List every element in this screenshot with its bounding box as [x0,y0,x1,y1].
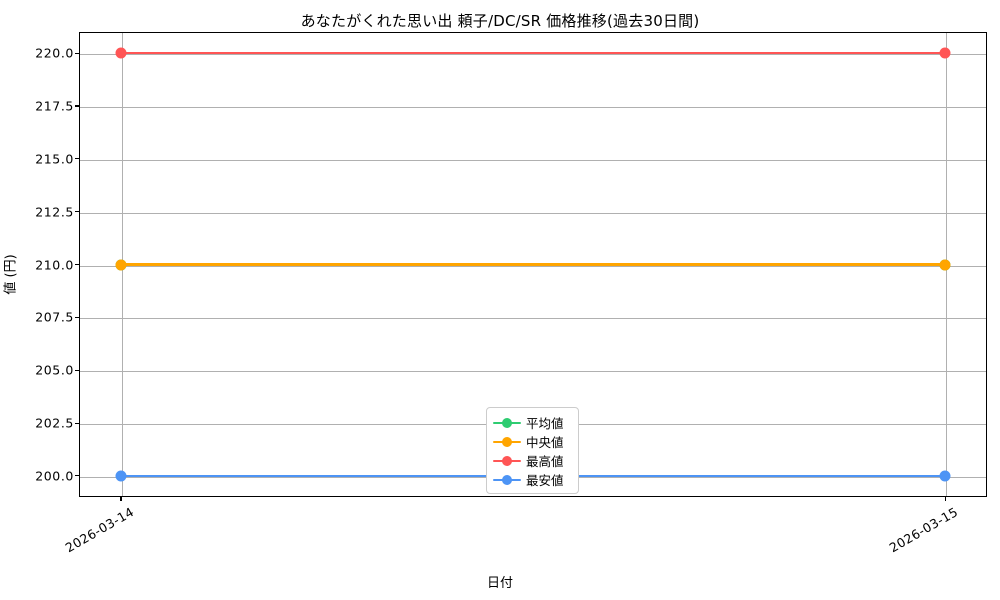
y-tick-label: 210.0 [35,257,74,272]
y-tick-label: 220.0 [35,45,74,61]
legend-item[interactable]: 最安値 [492,470,572,489]
legend-item-label: 最安値 [526,473,564,488]
chart-legend: 平均値中央値最高値最安値 [486,407,579,494]
y-axis-label: 値 (円) [3,254,19,295]
y-tick-mark [75,369,79,371]
y-tick-mark [75,316,79,318]
legend-item-label: 平均値 [526,416,564,431]
legend-item[interactable]: 中央値 [492,432,572,451]
y-tick-mark [75,475,79,477]
series-data-point [115,259,127,270]
y-tick-mark [75,158,79,160]
grid-line-horizontal [80,371,986,373]
y-tick-mark [75,264,79,266]
y-tick-label: 215.0 [35,151,74,167]
y-tick-label: 217.5 [35,98,74,114]
y-tick-mark [75,211,79,213]
grid-line-horizontal [80,54,986,56]
x-tick-mark [120,497,122,501]
series-data-point [939,259,951,270]
x-tick-mark [944,497,946,501]
legend-color-swatch [492,454,522,468]
y-tick-label: 207.5 [35,309,74,325]
legend-color-swatch [492,416,522,430]
series-line [120,263,946,266]
legend-item[interactable]: 最高値 [492,451,572,470]
y-tick-mark [75,105,79,107]
chart-title: あなたがくれた思い出 頼子/DC/SR 価格推移(過去30日間) [300,12,700,30]
legend-item[interactable]: 平均値 [492,413,572,432]
y-tick-label: 200.0 [35,468,74,484]
series-data-point [115,470,127,482]
grid-line-horizontal [80,318,986,320]
y-tick-label: 202.5 [35,415,74,431]
series-data-point [939,470,951,482]
legend-item-label: 最高値 [526,454,564,469]
y-tick-label: 205.0 [35,362,74,378]
series-data-point [939,47,951,59]
y-tick-mark [75,52,79,54]
y-tick-mark [75,422,79,424]
y-tick-label: 212.5 [35,204,74,220]
grid-line-horizontal [80,265,986,267]
legend-color-swatch [492,435,522,449]
series-line [120,52,946,55]
grid-line-horizontal [80,159,986,161]
legend-color-swatch [492,473,522,487]
grid-line-horizontal [80,106,986,108]
grid-line-horizontal [80,212,986,214]
legend-item-label: 中央値 [526,435,564,450]
x-axis-label: 日付 [486,576,513,591]
series-data-point [115,47,127,59]
